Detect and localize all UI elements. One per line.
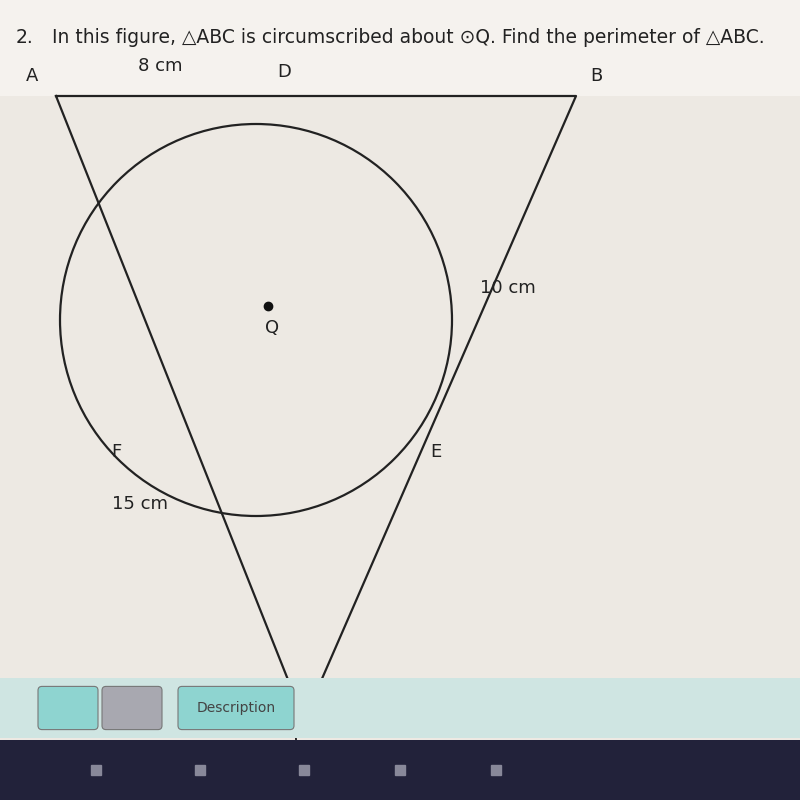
Bar — [0, 678, 800, 738]
Text: E: E — [430, 443, 442, 461]
Text: Description: Description — [197, 701, 275, 715]
Text: 10 cm: 10 cm — [480, 279, 536, 297]
Text: 15 cm: 15 cm — [112, 495, 168, 513]
Bar — [0, 740, 800, 800]
Text: 2.: 2. — [16, 28, 34, 47]
Text: C: C — [294, 731, 306, 749]
FancyBboxPatch shape — [178, 686, 294, 730]
FancyBboxPatch shape — [38, 686, 98, 730]
Bar — [0, 0, 800, 96]
Text: 8 cm: 8 cm — [138, 57, 182, 74]
Text: B: B — [590, 67, 602, 85]
Text: D: D — [277, 63, 291, 81]
Text: In this figure, △ABC is circumscribed about ⊙Q. Find the perimeter of △ABC.: In this figure, △ABC is circumscribed ab… — [52, 28, 765, 47]
Bar — [0, 96, 800, 704]
FancyBboxPatch shape — [102, 686, 162, 730]
Text: F: F — [111, 443, 121, 461]
Text: Q: Q — [265, 319, 279, 337]
Text: A: A — [26, 67, 38, 85]
